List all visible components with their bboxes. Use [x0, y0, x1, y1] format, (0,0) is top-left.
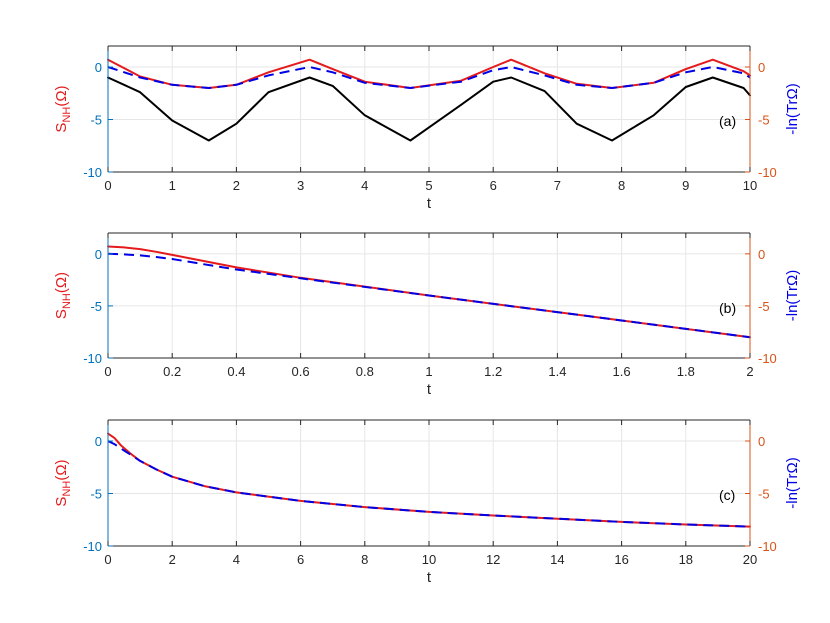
series-line-3: [107, 76, 751, 142]
x-axis-title: t: [427, 569, 432, 586]
x-axis-title: t: [427, 195, 432, 212]
x-tick-label: 0: [104, 178, 111, 193]
y-tick-label-right: 0: [758, 434, 765, 449]
y-axis-title-left-main: S: [53, 497, 70, 507]
y-axis-title-right: -ln(TrΩ): [784, 83, 801, 134]
y-axis-title-left-main: S: [53, 123, 70, 133]
y-tick-label-left: -10: [83, 351, 102, 366]
x-tick-label: 0.6: [292, 364, 310, 379]
y-tick-label-left: -5: [90, 299, 102, 314]
y-axis-title-left-sub: NH: [61, 481, 73, 497]
x-tick-label: 0: [104, 552, 111, 567]
x-tick-label: 1: [169, 178, 176, 193]
y-axis-title-left-sub: NH: [61, 293, 73, 309]
y-tick-label-right: 0: [758, 247, 765, 262]
series-line-2: [107, 66, 751, 89]
x-tick-label: 0: [104, 364, 111, 379]
y-tick-label-left: 0: [95, 60, 102, 75]
y-axis-title-left: SNH(Ω): [53, 459, 73, 506]
y-tick-label-right: -10: [758, 539, 777, 554]
x-tick-label: 20: [743, 552, 757, 567]
x-tick-label: 2: [233, 178, 240, 193]
x-tick-label: 12: [486, 552, 500, 567]
y-axis-title-left: SNH(Ω): [53, 85, 73, 132]
x-tick-label: 8: [618, 178, 625, 193]
x-tick-label: 1.4: [548, 364, 566, 379]
y-axis-title-left-main: S: [53, 309, 70, 319]
x-tick-label: 8: [361, 552, 368, 567]
x-tick-label: 5: [425, 178, 432, 193]
panel-label: (c): [719, 487, 735, 503]
series-line-2: [107, 252, 751, 339]
y-tick-label-right: -5: [758, 299, 770, 314]
x-tick-label: 16: [614, 552, 628, 567]
panel-c: 0 2 4 6 8 10 12 14 16 18 20 0 0 -5 -5 -10 -10 t SNH(Ω) -ln(…: [53, 419, 801, 586]
x-tick-label: 1.6: [613, 364, 631, 379]
panel-label: (b): [719, 300, 736, 316]
x-tick-label: 4: [361, 178, 368, 193]
y-tick-label-left: -5: [90, 113, 102, 128]
y-tick-label-right: -5: [758, 113, 770, 128]
x-tick-label: 3: [297, 178, 304, 193]
x-tick-label: 10: [743, 178, 757, 193]
x-tick-label: 1.8: [677, 364, 695, 379]
y-tick-label-left: 0: [95, 434, 102, 449]
y-axis-title-left-sub: NH: [61, 107, 73, 123]
y-tick-label-right: -5: [758, 487, 770, 502]
x-tick-label: 2: [169, 552, 176, 567]
x-tick-label: 6: [490, 178, 497, 193]
x-tick-label: 4: [233, 552, 240, 567]
x-tick-label: 9: [682, 178, 689, 193]
x-tick-label: 6: [297, 552, 304, 567]
y-axis-title-left-tail: (Ω): [53, 459, 70, 480]
x-tick-label: 0.4: [227, 364, 245, 379]
y-axis-title-right: -ln(TrΩ): [784, 457, 801, 508]
y-axis-title-right: -ln(TrΩ): [784, 270, 801, 321]
x-tick-label: 14: [550, 552, 564, 567]
y-tick-label-right: -10: [758, 165, 777, 180]
y-tick-label-left: -10: [83, 539, 102, 554]
x-tick-label: 1.2: [484, 364, 502, 379]
panel-a: 0 1 2 3 4 5 6 7 8 9 10 0 0 -5 -5 -10 -10 t SNH(Ω) -ln(TrΩ) (…: [53, 45, 801, 212]
y-tick-label-right: 0: [758, 60, 765, 75]
x-tick-label: 2: [746, 364, 753, 379]
y-tick-label-left: 0: [95, 247, 102, 262]
y-tick-label-right: -10: [758, 351, 777, 366]
x-tick-label: 1: [425, 364, 432, 379]
y-axis-title-left-tail: (Ω): [53, 272, 70, 293]
series-line-2: [107, 440, 751, 528]
x-axis-title: t: [427, 381, 432, 398]
x-tick-label: 18: [679, 552, 693, 567]
panel-label: (a): [719, 113, 736, 129]
panel-b: 0 0.2 0.4 0.6 0.8 1 1.2 1.4 1.6 1.8 2 0 0 -5 -5 -10 -10 t…: [53, 232, 801, 398]
x-tick-label: 10: [422, 552, 436, 567]
x-tick-label: 7: [554, 178, 561, 193]
y-tick-label-left: -5: [90, 487, 102, 502]
y-axis-title-left-tail: (Ω): [53, 85, 70, 106]
y-tick-label-left: -10: [83, 165, 102, 180]
x-tick-label: 0.8: [356, 364, 374, 379]
y-axis-title-left: SNH(Ω): [53, 272, 73, 319]
x-tick-label: 0.2: [163, 364, 181, 379]
